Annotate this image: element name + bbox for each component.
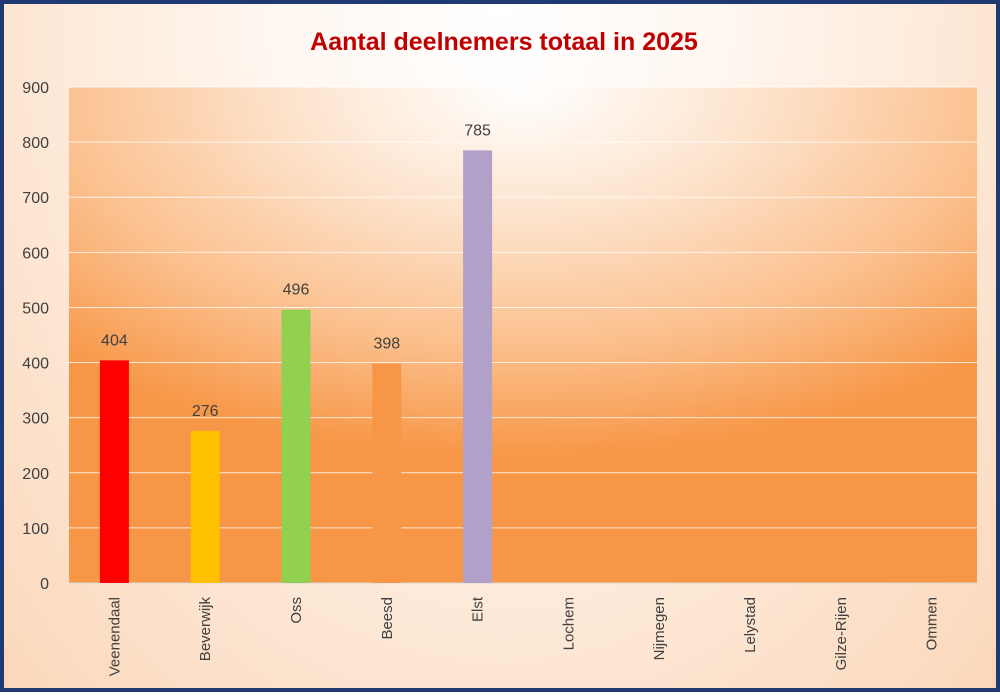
data-label: 785: [464, 122, 491, 139]
bar-chart: Aantal deelnemers totaal in 2025 0 100 200…: [22, 28, 977, 676]
y-tick-label: 800: [22, 135, 49, 152]
x-tick-label: Beesd: [379, 597, 396, 640]
y-tick-label: 400: [22, 356, 49, 373]
x-tick-label: Gilze-Rijen: [833, 597, 850, 670]
y-axis: 0 100 200 300 400 500 600 700 800 900: [22, 80, 49, 593]
x-tick-label: Nijmegen: [651, 597, 668, 660]
y-tick-label: 500: [22, 300, 49, 317]
y-tick-label: 700: [22, 190, 49, 207]
y-tick-label: 900: [22, 80, 49, 97]
y-tick-label: 600: [22, 245, 49, 262]
y-tick-label: 300: [22, 411, 49, 428]
x-tick-label: Lochem: [560, 597, 577, 650]
chart-title: Aantal deelnemers totaal in 2025: [310, 28, 698, 56]
data-labels: 404 276 496 398 785: [101, 122, 491, 420]
x-tick-label: Elst: [470, 596, 487, 622]
bar: [190, 430, 220, 583]
data-label: 496: [283, 282, 310, 299]
bar: [463, 150, 493, 583]
x-tick-label: Veenendaal: [106, 597, 123, 676]
x-tick-label: Lelystad: [742, 597, 759, 653]
y-tick-label: 0: [40, 576, 49, 593]
plot-area: [69, 87, 977, 583]
bar: [372, 363, 402, 583]
x-tick-label: Beverwijk: [197, 597, 214, 662]
bar: [281, 309, 311, 583]
x-axis: Veenendaal Beverwijk Oss Beesd Elst Lochem Nij…: [106, 596, 940, 676]
gridlines: [69, 86, 977, 584]
x-tick-label: Ommen: [924, 597, 941, 650]
bar: [99, 360, 129, 583]
bars: [99, 150, 493, 583]
data-label: 276: [192, 403, 219, 420]
x-tick-label: Oss: [288, 597, 305, 624]
data-label: 398: [373, 336, 400, 353]
y-tick-label: 200: [22, 466, 49, 483]
y-tick-label: 100: [22, 521, 49, 538]
data-label: 404: [101, 332, 128, 349]
